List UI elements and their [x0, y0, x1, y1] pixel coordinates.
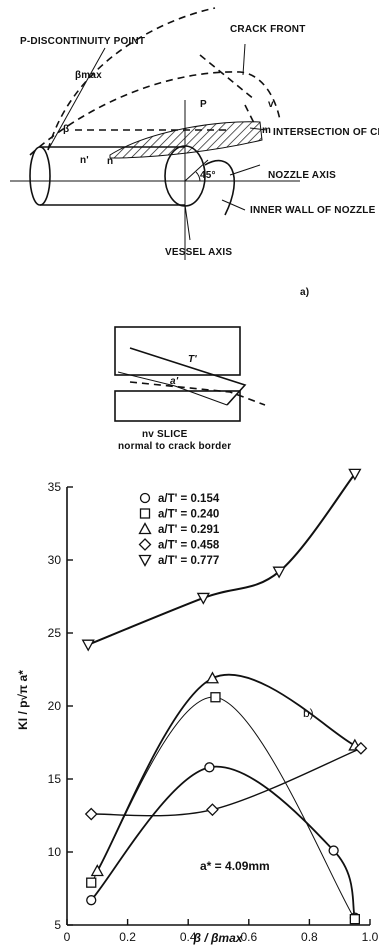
panel-label-a: a) [300, 287, 309, 298]
data-point-series-4 [84, 807, 98, 821]
inner-wall-leader [221, 199, 246, 211]
beta-max-arc [47, 7, 216, 151]
legend-marker-2 [139, 508, 151, 519]
panel-label-b: b) [303, 706, 314, 720]
slice-label-a: a' [170, 376, 179, 387]
y-tick-label: 10 [48, 845, 62, 859]
x-axis-label: β / βmax [193, 931, 244, 945]
x-tick-label: 0 [64, 930, 71, 944]
data-point-series-3 [90, 864, 104, 877]
label-crack-front: CRACK FRONT [230, 24, 306, 35]
series-line-4 [91, 747, 362, 817]
y-tick-label: 35 [48, 480, 62, 494]
y-axis-label: KI / p√π a* [16, 670, 30, 730]
label-vessel-axis: VESSEL AXIS [165, 247, 232, 258]
chart-axes: 5 10 15 20 25 30 35 0 0.2 0.4 0.6 0.8 1.0 [48, 480, 379, 944]
data-point-series-1 [204, 762, 215, 773]
label-p-discontinuity: P-DISCONTINUITY POINT [20, 36, 145, 47]
angle-45-line [184, 159, 209, 182]
legend-label-3: a/T' = 0.291 [158, 524, 220, 536]
label-beta-max: βmax [75, 70, 102, 81]
cylinder-left-end [29, 146, 51, 206]
crack-front-leader [242, 43, 246, 76]
label-n: n [107, 156, 113, 167]
slice-upper-block [114, 326, 241, 376]
legend-marker-1 [139, 492, 151, 504]
legend-marker-3 [138, 522, 152, 535]
slice-thickness-outline [129, 347, 247, 406]
series-line-3 [96, 673, 356, 872]
x-tick-label: 0.2 [119, 930, 136, 944]
ki-chart: 5 10 15 20 25 30 35 0 0.2 0.4 0.6 0.8 1.0 a/T' = 0.1… [16, 468, 379, 945]
crack-plane-edge-3 [199, 54, 256, 101]
series-line-1 [90, 765, 356, 918]
data-point-series-1 [86, 895, 97, 906]
data-point-series-2 [349, 914, 361, 925]
data-point-series-4 [354, 741, 368, 755]
chart-curves [87, 473, 362, 920]
legend-marker-4 [138, 538, 152, 551]
crack-line [117, 371, 228, 406]
slice-dashed-crack [129, 381, 266, 406]
slice-caption-2: normal to crack border [118, 441, 231, 452]
slice-lower-block [114, 390, 241, 422]
label-p: P [200, 99, 207, 110]
slice-diagram: T' a' nv SLICE normal to crack border [114, 326, 266, 452]
data-point-series-3 [205, 671, 220, 684]
label-inner-wall: INNER WALL OF NOZZLE [250, 205, 376, 216]
y-tick-label: 15 [48, 772, 62, 786]
label-nozzle-axis: NOZZLE AXIS [268, 170, 336, 181]
data-point-series-5 [196, 592, 210, 605]
x-tick-label: 0.4 [180, 930, 197, 944]
data-point-series-2 [210, 692, 221, 703]
x-tick-label: 0.8 [301, 930, 318, 944]
data-point-series-1 [328, 845, 339, 856]
crack-front-curve [29, 71, 281, 156]
data-point-series-5 [272, 566, 286, 579]
label-m: m [262, 125, 271, 136]
slice-caption-1: nv SLICE [142, 429, 188, 440]
crack-intersection-hatch [109, 121, 263, 159]
x-tick-label: 1.0 [362, 930, 379, 944]
label-n-prime: n' [80, 155, 89, 166]
chart-markers [81, 468, 368, 925]
series-line-5 [87, 473, 356, 646]
slice-label-t: T' [188, 354, 197, 365]
label-beta: β [63, 124, 69, 135]
y-tick-label: 20 [48, 699, 62, 713]
data-point-series-4 [206, 803, 219, 817]
legend-marker-5 [138, 554, 152, 567]
nozzle-crack-diagram: P-DISCONTINUITY POINT βmax CRACK FRONT P… [10, 7, 379, 298]
vessel-axis-leader [184, 204, 191, 241]
angle-45-arc [195, 171, 201, 182]
chart-annotation: a* = 4.09mm [200, 859, 270, 873]
data-point-series-5 [348, 468, 362, 481]
p-point-leader [47, 47, 106, 151]
legend-label-4: a/T' = 0.458 [158, 540, 220, 552]
inner-wall-arc [204, 159, 235, 216]
label-45deg: 45° [200, 170, 216, 181]
y-tick-label: 25 [48, 626, 62, 640]
legend-label-1: a/T' = 0.154 [158, 493, 220, 505]
chart-legend: a/T' = 0.154 a/T' = 0.240 a/T' = 0.291 a/T'… [138, 492, 220, 567]
x-tick-label: 0.6 [240, 930, 257, 944]
label-v: v [268, 99, 274, 110]
data-point-series-2 [86, 877, 97, 888]
data-point-series-5 [81, 639, 95, 652]
legend-label-5: a/T' = 0.777 [158, 555, 219, 567]
series-line-2 [90, 696, 356, 920]
intersection-leader [249, 127, 268, 131]
nozzle-axis-leader [229, 164, 261, 176]
label-intersection: INTERSECTION OF CRACK AND VESSEL SURFACE [273, 127, 379, 138]
y-tick-label: 5 [54, 918, 61, 932]
y-tick-label: 30 [48, 553, 62, 567]
legend-label-2: a/T' = 0.240 [158, 509, 219, 521]
